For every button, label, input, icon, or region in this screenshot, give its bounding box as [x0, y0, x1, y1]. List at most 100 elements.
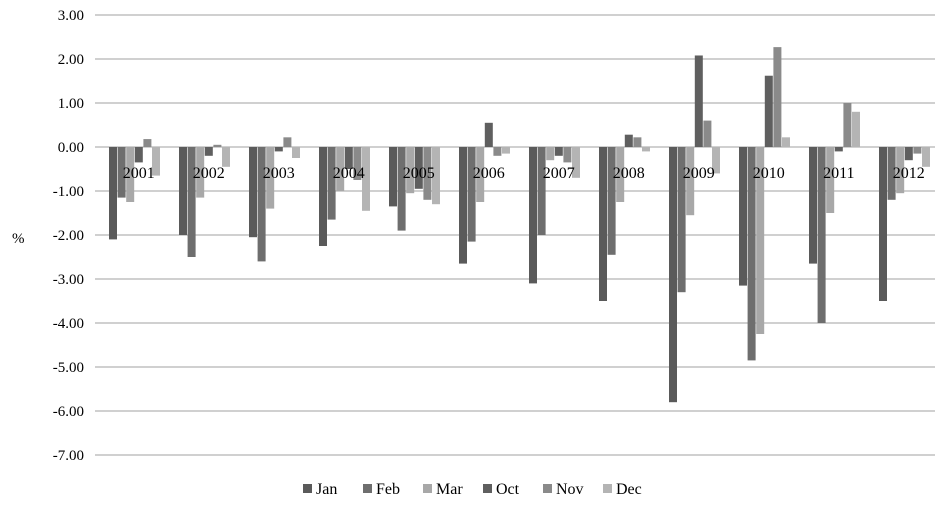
y-tick-label: -5.00 [53, 360, 84, 376]
y-tick-label: 3.00 [58, 8, 84, 24]
bar-feb-2003 [257, 147, 266, 262]
bar-dec-2001 [152, 147, 160, 176]
bar-dec-2005 [432, 147, 440, 205]
bar-oct-2004 [344, 147, 353, 169]
bar-mar-2007 [546, 147, 555, 161]
bar-jan-2003 [249, 147, 257, 238]
bar-nov-2011 [843, 103, 852, 147]
bar-dec-2003 [292, 147, 300, 158]
category-label: 2011 [823, 165, 854, 182]
bar-feb-2008 [607, 147, 616, 255]
bar-nov-2005 [423, 147, 432, 200]
legend-label-feb: Feb [376, 481, 400, 498]
y-tick-label: -6.00 [53, 404, 84, 420]
bar-mar-2008 [616, 147, 625, 202]
legend-label-jan: Jan [316, 481, 337, 498]
category-labels: 2001 2002 2003 2004 2005 2006 2007 2008 2009 2010… [123, 165, 925, 182]
gridlines [95, 14, 935, 456]
y-tick-label: 2.00 [58, 52, 84, 68]
bar-feb-2011 [817, 147, 826, 323]
bar-nov-2010 [773, 47, 782, 148]
category-label: 2001 [123, 165, 155, 182]
bar-jan-2004 [319, 147, 327, 246]
bar-jan-2007 [529, 147, 537, 284]
bar-nov-2003 [283, 137, 292, 147]
bar-dec-2006 [502, 147, 510, 154]
bar-oct-2005 [414, 147, 423, 189]
bar-dec-2012 [922, 147, 930, 167]
bar-dec-2011 [852, 111, 860, 147]
bar-mar-2002 [196, 147, 205, 198]
y-tick-label: -3.00 [53, 272, 84, 288]
y-tick-label: 1.00 [58, 96, 84, 112]
y-axis-tick-labels: 3.00 2.00 1.00 0.00 -1.00 -2.00 -3.00 -4.00 -5.0… [53, 8, 84, 464]
bar-oct-2011 [834, 147, 843, 152]
bar-oct-2012 [904, 147, 913, 161]
category-label: 2010 [753, 165, 785, 182]
bar-mar-2012 [896, 147, 905, 194]
bar-jan-2009 [669, 147, 677, 403]
bar-oct-2009 [694, 55, 703, 148]
bar-oct-2001 [134, 147, 143, 163]
category-label: 2012 [893, 165, 925, 182]
bar-dec-2002 [222, 147, 230, 167]
legend-swatch-nov [543, 484, 552, 493]
legend-label-oct: Oct [496, 481, 520, 498]
bar-mar-2010 [756, 147, 765, 334]
category-label: 2002 [193, 165, 225, 182]
bar-nov-2009 [703, 120, 712, 147]
bar-feb-2012 [887, 147, 896, 200]
bar-nov-2006 [493, 147, 502, 156]
bar-feb-2004 [327, 147, 336, 220]
legend-label-mar: Mar [436, 481, 463, 498]
bar-nov-2008 [633, 137, 642, 147]
bar-oct-2008 [624, 134, 633, 147]
bar-oct-2010 [764, 75, 773, 147]
bar-dec-2009 [712, 147, 720, 174]
category-label: 2006 [473, 165, 505, 182]
bar-jan-2011 [809, 147, 817, 264]
category-label: 2008 [613, 165, 645, 182]
y-tick-label: -4.00 [53, 316, 84, 332]
y-tick-label: -1.00 [53, 184, 84, 200]
bar-dec-2007 [572, 147, 580, 178]
legend: Jan Feb Mar Oct Nov Dec [303, 481, 642, 498]
category-label: 2009 [683, 165, 715, 182]
y-axis-label: % [12, 231, 25, 247]
bar-jan-2005 [389, 147, 397, 207]
bar-dec-2010 [782, 137, 790, 147]
bar-feb-2010 [747, 147, 756, 361]
legend-swatch-oct [483, 484, 492, 493]
bar-nov-2001 [143, 139, 152, 147]
bar-jan-2008 [599, 147, 607, 301]
bar-nov-2007 [563, 147, 572, 163]
legend-swatch-mar [423, 484, 432, 493]
bar-feb-2005 [397, 147, 406, 231]
legend-swatch-dec [603, 484, 612, 493]
legend-label-dec: Dec [616, 481, 642, 498]
bar-jan-2010 [739, 147, 747, 286]
bar-mar-2009 [686, 147, 695, 216]
bar-mar-2003 [266, 147, 275, 209]
bar-oct-2006 [484, 122, 493, 147]
bar-feb-2007 [537, 147, 546, 235]
bar-jan-2002 [179, 147, 187, 235]
legend-swatch-feb [363, 484, 372, 493]
bar-mar-2006 [476, 147, 485, 202]
legend-swatch-jan [303, 484, 312, 493]
bar-feb-2001 [117, 147, 126, 198]
bar-nov-2004 [353, 147, 362, 180]
bar-oct-2002 [204, 147, 213, 156]
category-label: 2005 [403, 165, 435, 182]
category-label: 2003 [263, 165, 295, 182]
bar-feb-2002 [187, 147, 196, 257]
bar-mar-2005 [406, 147, 415, 194]
category-label: 2004 [333, 165, 365, 182]
bar-oct-2003 [274, 147, 283, 152]
category-label: 2007 [543, 165, 575, 182]
bar-mar-2011 [826, 147, 835, 213]
bar-dec-2008 [642, 147, 650, 152]
bar-nov-2012 [913, 147, 922, 154]
y-tick-label: 0.00 [58, 140, 84, 156]
